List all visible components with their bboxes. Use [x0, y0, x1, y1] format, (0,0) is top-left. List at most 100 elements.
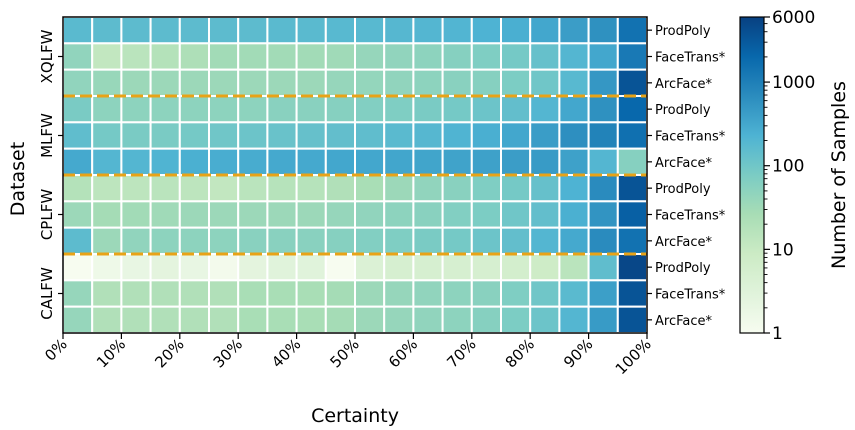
heatmap-cell — [354, 174, 386, 203]
heatmap-cell — [178, 16, 211, 45]
x-tick-label: 10% — [93, 335, 129, 371]
heatmap-cell — [295, 200, 327, 229]
heatmap-cell — [178, 305, 211, 334]
heatmap-cell — [500, 42, 532, 71]
row-label: ProdPoly — [655, 261, 711, 276]
row-label: ProdPoly — [655, 24, 711, 39]
heatmap-cell — [529, 305, 561, 334]
heatmap-cell — [558, 121, 590, 150]
heatmap-cell — [208, 305, 240, 334]
x-tick-label: 60% — [385, 335, 421, 371]
heatmap-cell — [178, 121, 211, 150]
heatmap-cell — [412, 226, 444, 256]
heatmap-cell — [178, 226, 211, 256]
heatmap-cell — [295, 121, 327, 150]
heatmap-cell — [529, 279, 561, 308]
heatmap-cell — [354, 226, 386, 256]
heatmap-cell — [383, 253, 415, 282]
heatmap-cell — [149, 121, 181, 150]
x-axis-label: Certainty — [311, 405, 399, 427]
group-separators — [63, 94, 647, 256]
heatmap-cell — [62, 305, 94, 334]
heatmap-cell — [470, 42, 502, 71]
heatmap-cell — [149, 279, 181, 308]
heatmap-cell — [324, 200, 356, 229]
heatmap-cell — [62, 147, 94, 177]
row-label: ArcFace* — [655, 235, 712, 250]
heatmap-cell — [149, 68, 181, 97]
heatmap-cell — [120, 147, 152, 177]
heatmap-cell — [149, 147, 181, 177]
heatmap-cell — [120, 253, 152, 282]
heatmap-cell — [383, 68, 415, 97]
heatmap-cell — [412, 174, 444, 203]
colorbar-tick-label: 100 — [772, 157, 804, 177]
heatmap-cell — [324, 279, 356, 308]
heatmap-cell — [616, 174, 648, 203]
heatmap-cell — [412, 42, 444, 71]
heatmap-cell — [616, 305, 648, 334]
x-tick-label: 40% — [268, 335, 304, 371]
heatmap-cell — [441, 226, 473, 256]
heatmap-cell — [441, 68, 473, 97]
heatmap-cell — [120, 279, 152, 308]
heatmap-cell — [500, 121, 532, 150]
heatmap-cell — [324, 121, 356, 150]
heatmap-cell — [149, 42, 181, 71]
heatmap-cell — [470, 279, 502, 308]
heatmap-cell — [149, 174, 181, 203]
heatmap-cell — [587, 253, 619, 282]
row-label: FaceTrans* — [655, 288, 726, 303]
heatmap-cell — [237, 253, 269, 282]
heatmap-cell — [208, 68, 240, 97]
heatmap-cell — [500, 200, 532, 229]
x-tick-label: 50% — [327, 335, 363, 371]
heatmap-cell — [558, 42, 590, 71]
heatmap-cell — [616, 42, 648, 71]
heatmap-cell — [470, 200, 502, 229]
heatmap-cell — [149, 95, 181, 124]
heatmap-cell — [558, 147, 590, 177]
heatmap-cell — [441, 174, 473, 203]
heatmap-cell — [91, 253, 123, 282]
heatmap-cell — [587, 226, 619, 256]
heatmap-cell — [470, 147, 502, 177]
heatmap-cell — [208, 279, 240, 308]
row-label: FaceTrans* — [655, 209, 726, 224]
heatmap-cell — [354, 121, 386, 150]
heatmap-cell — [120, 121, 152, 150]
heatmap-cell — [441, 16, 473, 45]
heatmap-cell — [91, 147, 123, 177]
heatmap-cell — [616, 147, 648, 177]
heatmap-cell — [295, 147, 327, 177]
heatmap-cell — [354, 279, 386, 308]
heatmap-cell — [616, 16, 648, 45]
heatmap-cell — [62, 279, 94, 308]
x-tick-label: 0% — [41, 335, 71, 365]
heatmap-cell — [412, 200, 444, 229]
heatmap-cell — [266, 226, 298, 256]
group-label: MLFW — [38, 113, 56, 158]
heatmap-cell — [587, 95, 619, 124]
heatmap-cell — [62, 68, 94, 97]
heatmap-cell — [178, 200, 211, 229]
heatmap-cell — [383, 226, 415, 256]
heatmap-cell — [178, 68, 211, 97]
heatmap-cell — [295, 95, 327, 124]
heatmap-cell — [412, 95, 444, 124]
heatmap-cell — [266, 121, 298, 150]
heatmap-cell — [558, 174, 590, 203]
heatmap-cell — [324, 174, 356, 203]
heatmap-cell — [295, 279, 327, 308]
heatmap-cell — [383, 174, 415, 203]
heatmap-cell — [412, 68, 444, 97]
heatmap-cell — [149, 16, 181, 45]
heatmap-cell — [587, 42, 619, 71]
heatmap-cell — [529, 68, 561, 97]
colorbar-tick-label: 10 — [772, 240, 794, 260]
heatmap-cell — [237, 16, 269, 45]
heatmap-cell — [295, 174, 327, 203]
heatmap-cell — [178, 174, 211, 203]
heatmap-cell — [266, 68, 298, 97]
heatmap-cell — [208, 16, 240, 45]
